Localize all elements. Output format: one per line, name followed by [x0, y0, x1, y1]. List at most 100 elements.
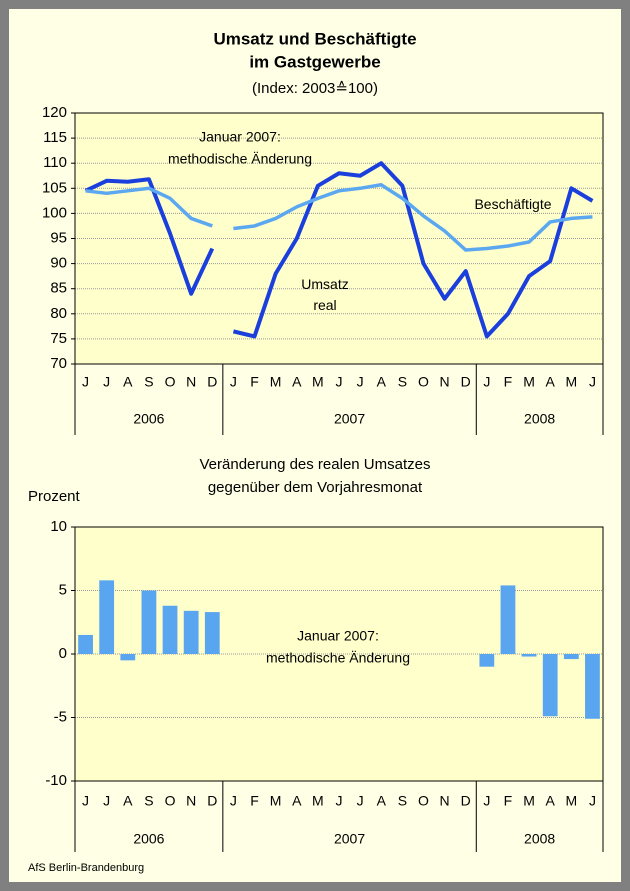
chart-title: Umsatz und Beschäftigte	[213, 29, 416, 48]
x-tick-label: J	[82, 374, 89, 390]
y-tick-label: 115	[43, 129, 67, 146]
bar	[521, 654, 537, 657]
x-tick-label: N	[440, 374, 450, 390]
bar	[141, 590, 157, 654]
x-tick-label: J	[336, 793, 343, 809]
line	[233, 183, 593, 252]
y-tick-label: 100	[42, 204, 67, 221]
x-tick-label: J	[483, 793, 490, 809]
x-tick-label: A	[123, 793, 133, 809]
x-tick-label: J	[103, 793, 110, 809]
annotation: methodische Änderung	[266, 650, 410, 666]
x-tick-label: S	[144, 374, 153, 390]
x-tick-label: M	[270, 374, 282, 390]
line	[84, 177, 215, 296]
group-label: 2008	[524, 411, 555, 427]
y-tick-label: -10	[45, 772, 67, 789]
x-tick-label: D	[461, 374, 471, 390]
line	[85, 186, 213, 228]
x-tick-label: J	[483, 374, 490, 390]
x-tick-label: F	[504, 374, 513, 390]
x-tick-label: J	[357, 374, 364, 390]
chart-title: im Gastgewerbe	[249, 52, 380, 71]
x-tick-label: A	[546, 793, 556, 809]
x-tick-label: M	[523, 793, 535, 809]
y-tick-label: 75	[50, 330, 67, 347]
plot-border	[74, 112, 604, 365]
x-tick-label: N	[186, 793, 196, 809]
x-tick-label: F	[250, 374, 259, 390]
bar	[500, 585, 516, 654]
bar	[120, 654, 136, 661]
bar	[479, 654, 495, 667]
x-tick-label: F	[504, 793, 513, 809]
annotation: Januar 2007:	[199, 129, 281, 145]
bar	[542, 654, 558, 717]
x-tick-label: M	[312, 793, 324, 809]
x-tick-label: A	[546, 374, 556, 390]
y-tick-label: 10	[50, 518, 67, 535]
x-tick-label: D	[207, 374, 217, 390]
y-axis-label: Prozent	[28, 488, 81, 505]
bar	[183, 610, 199, 654]
y-tick-label: 110	[43, 154, 67, 171]
x-tick-label: O	[165, 793, 176, 809]
bar	[99, 580, 115, 654]
y-tick-label: 105	[42, 179, 67, 196]
group-label: 2006	[133, 411, 164, 427]
x-tick-label: A	[123, 374, 133, 390]
chart-subtitle: (Index: 2003≙100)	[252, 80, 378, 97]
x-tick-label: J	[82, 793, 89, 809]
chart-title: Veränderung des realen Umsatzes	[200, 456, 431, 473]
x-tick-label: A	[292, 793, 302, 809]
x-tick-label: M	[312, 374, 324, 390]
x-tick-label: M	[565, 374, 577, 390]
line	[232, 161, 594, 339]
x-tick-label: M	[523, 374, 535, 390]
y-tick-label: 120	[42, 104, 67, 121]
y-tick-label: 70	[50, 355, 67, 372]
x-tick-label: N	[440, 793, 450, 809]
x-tick-label: J	[357, 793, 364, 809]
bar	[78, 634, 93, 654]
group-label: 2007	[334, 831, 365, 847]
series-label: Beschäftigte	[474, 196, 552, 212]
x-tick-label: M	[565, 793, 577, 809]
x-tick-label: O	[165, 374, 176, 390]
y-tick-label: -5	[54, 708, 67, 725]
x-tick-label: J	[230, 793, 237, 809]
group-label: 2008	[524, 831, 555, 847]
bar	[204, 612, 220, 654]
x-tick-label: A	[292, 374, 302, 390]
x-tick-label: N	[186, 374, 196, 390]
x-tick-label: J	[336, 374, 343, 390]
x-tick-label: O	[418, 793, 429, 809]
group-label: 2006	[133, 831, 164, 847]
y-tick-label: 0	[59, 645, 67, 662]
x-tick-label: O	[418, 374, 429, 390]
x-tick-label: S	[398, 374, 407, 390]
series-label: Umsatz real	[301, 276, 349, 313]
x-tick-label: D	[207, 793, 217, 809]
y-tick-label: 90	[50, 255, 67, 272]
annotation: methodische Änderung	[168, 151, 312, 167]
x-tick-label: J	[230, 374, 237, 390]
bar	[162, 605, 178, 654]
y-tick-label: 80	[50, 305, 67, 322]
bar	[563, 654, 579, 660]
x-tick-label: A	[377, 793, 387, 809]
x-tick-label: F	[250, 793, 259, 809]
y-tick-label: 85	[50, 280, 67, 297]
group-label: 2007	[334, 411, 365, 427]
x-tick-label: S	[144, 793, 153, 809]
x-tick-label: J	[589, 374, 596, 390]
x-tick-label: A	[377, 374, 387, 390]
x-tick-label: D	[461, 793, 471, 809]
x-tick-label: J	[589, 793, 596, 809]
bar	[585, 654, 600, 719]
x-tick-label: S	[398, 793, 407, 809]
chart-title: gegenüber dem Vorjahresmonat	[208, 479, 423, 496]
footer: AfS Berlin-Brandenburg	[28, 862, 144, 874]
